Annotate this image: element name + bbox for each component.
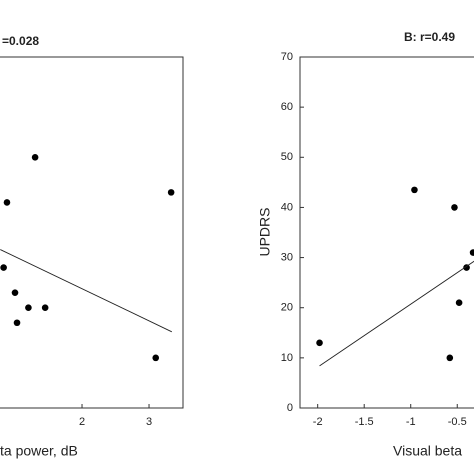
panel-title: =0.028 — [2, 34, 39, 48]
x-axis-label: Visual beta — [393, 443, 462, 459]
point — [152, 354, 160, 362]
point — [0, 264, 7, 271]
y-tick-label: 50 — [281, 151, 293, 163]
point — [316, 339, 323, 347]
point — [25, 304, 32, 312]
y-tick-label: 20 — [281, 302, 293, 314]
fit-line — [319, 260, 474, 367]
point — [31, 153, 39, 161]
panel-title: B: r=0.49 — [404, 30, 455, 44]
point — [469, 249, 474, 256]
y-tick-label: 0 — [287, 402, 293, 414]
y-tick-label: 30 — [281, 251, 293, 263]
y-tick-label: 70 — [281, 51, 293, 63]
point — [451, 204, 458, 211]
y-axis-label: UPDRS — [257, 207, 273, 256]
point — [167, 189, 175, 196]
y-tick-label: 60 — [281, 101, 293, 113]
plot-area — [0, 153, 175, 362]
plot-frame — [299, 56, 474, 409]
x-tick-label: -2 — [313, 416, 323, 428]
x-tick-label: 2 — [79, 416, 85, 428]
x-axis-label: ta power, dB — [0, 443, 78, 459]
point — [13, 319, 21, 327]
point — [41, 304, 49, 312]
fit-line — [0, 249, 173, 333]
plot-frame — [0, 56, 184, 409]
point — [446, 354, 454, 362]
x-tick-label: -1 — [406, 416, 416, 428]
x-tick-label: -1.5 — [355, 416, 374, 428]
y-tick-label: 10 — [281, 352, 293, 364]
y-tick-label: 40 — [281, 201, 293, 213]
point — [3, 199, 11, 206]
point — [11, 289, 19, 296]
x-tick-label: 3 — [146, 416, 152, 428]
x-tick-label: -0.5 — [448, 416, 467, 428]
point — [455, 299, 463, 307]
point — [463, 264, 470, 271]
point — [411, 186, 418, 194]
plot-area — [316, 186, 474, 367]
